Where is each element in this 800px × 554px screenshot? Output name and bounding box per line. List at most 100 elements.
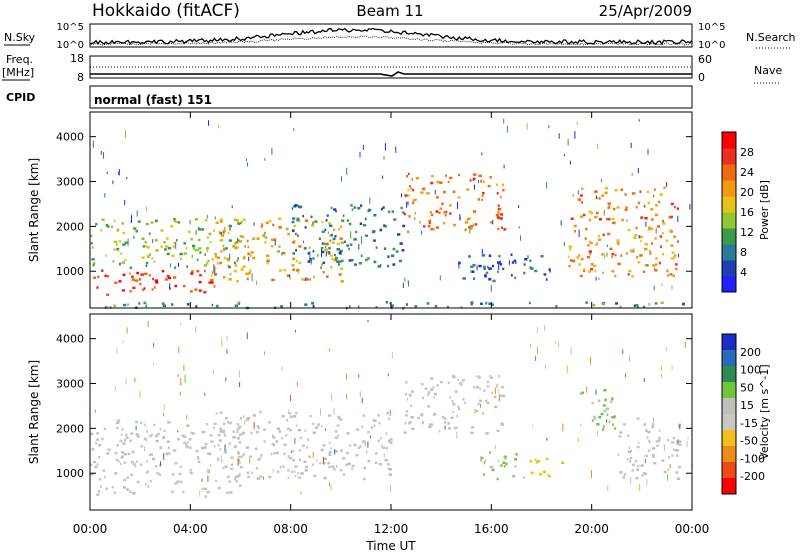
echo-cell bbox=[678, 443, 682, 446]
echo-cell bbox=[380, 207, 383, 211]
echo-cell bbox=[146, 246, 150, 249]
echo-cell bbox=[609, 247, 613, 251]
echo-cell bbox=[153, 260, 156, 263]
echo-cell bbox=[470, 301, 474, 304]
echo-cell bbox=[602, 404, 606, 407]
echo-cell bbox=[542, 470, 546, 473]
echo-cell bbox=[286, 427, 291, 431]
echo-cell bbox=[662, 252, 665, 256]
scatter-cell bbox=[208, 120, 209, 126]
echo-cell bbox=[658, 429, 661, 432]
echo-cell bbox=[615, 302, 618, 305]
echo-cell bbox=[579, 274, 583, 278]
scatter-cell bbox=[653, 417, 654, 424]
echo-cell bbox=[475, 223, 478, 226]
echo-cell bbox=[332, 468, 336, 471]
echo-cell bbox=[414, 198, 417, 201]
scatter-cell bbox=[251, 273, 253, 282]
scatter-cell bbox=[163, 404, 165, 411]
echo-cell bbox=[142, 288, 144, 292]
echo-cell bbox=[122, 243, 126, 246]
echo-cell bbox=[211, 271, 215, 274]
echo-cell bbox=[536, 459, 541, 463]
scatter-cell bbox=[638, 119, 640, 122]
echo-cell bbox=[197, 457, 200, 460]
echo-cell bbox=[588, 250, 592, 253]
power-colorbar-label: Power [dB] bbox=[758, 180, 771, 240]
echo-cell bbox=[192, 247, 196, 250]
scatter-cell bbox=[226, 335, 228, 341]
echo-cell bbox=[367, 257, 370, 260]
echo-cell bbox=[156, 432, 161, 436]
echo-cell bbox=[187, 230, 191, 234]
echo-cell bbox=[118, 240, 122, 243]
echo-cell bbox=[360, 204, 363, 207]
echo-cell bbox=[624, 208, 628, 212]
echo-cell bbox=[334, 235, 337, 238]
echo-cell bbox=[259, 456, 262, 460]
echo-cell bbox=[666, 269, 669, 272]
scatter-cell bbox=[684, 341, 686, 348]
velocity-y-axis-label: Slant Range [km] bbox=[27, 360, 41, 464]
scatter-cell bbox=[518, 205, 520, 208]
echo-cell bbox=[238, 461, 241, 465]
echo-cell bbox=[324, 248, 328, 251]
echo-cell bbox=[408, 393, 412, 397]
scatter-cell bbox=[639, 484, 641, 492]
scatter-cell bbox=[330, 484, 332, 491]
scatter-cell bbox=[407, 201, 409, 206]
echo-cell bbox=[194, 248, 198, 252]
echo-cell bbox=[577, 198, 581, 201]
echo-cell bbox=[589, 241, 593, 245]
echo-cell bbox=[237, 451, 240, 454]
echo-cell bbox=[113, 491, 117, 494]
echo-cell bbox=[450, 416, 454, 419]
scatter-cell bbox=[184, 374, 186, 383]
echo-cell bbox=[475, 386, 480, 389]
echo-cell bbox=[385, 301, 388, 304]
echo-cell bbox=[309, 278, 312, 281]
scatter-cell bbox=[496, 383, 498, 388]
nsky-trace bbox=[89, 27, 693, 46]
echo-cell bbox=[568, 248, 572, 251]
echo-cell bbox=[663, 470, 667, 474]
echo-cell bbox=[496, 192, 499, 195]
echo-cell bbox=[336, 248, 340, 251]
echo-cell bbox=[629, 457, 632, 460]
echo-cell bbox=[640, 240, 642, 243]
echo-cell bbox=[645, 472, 647, 476]
echo-cell bbox=[163, 429, 166, 433]
echo-cell bbox=[584, 237, 587, 240]
echo-cell bbox=[611, 397, 614, 400]
echo-cell bbox=[97, 275, 100, 279]
echo-cell bbox=[668, 456, 671, 459]
scatter-cell bbox=[324, 242, 326, 245]
echo-cell bbox=[119, 439, 123, 443]
echo-cell bbox=[496, 477, 499, 481]
scatter-cell bbox=[324, 428, 326, 431]
echo-cell bbox=[299, 436, 302, 440]
echo-cell bbox=[188, 438, 192, 441]
echo-cell bbox=[164, 248, 167, 251]
echo-cell bbox=[196, 269, 200, 273]
scatter-cell bbox=[458, 261, 460, 269]
echo-cell bbox=[149, 434, 153, 438]
echo-cell bbox=[576, 256, 579, 259]
scatter-cell bbox=[325, 245, 327, 248]
echo-cell bbox=[598, 218, 602, 221]
echo-cell bbox=[387, 417, 391, 420]
colorbar-segment bbox=[722, 132, 736, 149]
echo-cell bbox=[497, 211, 500, 214]
echo-cell bbox=[264, 236, 268, 239]
colorbar-tick-label: 15 bbox=[740, 399, 754, 412]
echo-cell bbox=[353, 238, 357, 241]
scatter-cell bbox=[246, 332, 248, 340]
echo-cell bbox=[649, 252, 652, 255]
echo-cell bbox=[529, 301, 531, 305]
echo-cell bbox=[514, 458, 518, 461]
scatter-cell bbox=[104, 193, 106, 198]
echo-cell bbox=[447, 422, 451, 425]
echo-cell bbox=[224, 449, 228, 453]
echo-cell bbox=[324, 228, 327, 232]
